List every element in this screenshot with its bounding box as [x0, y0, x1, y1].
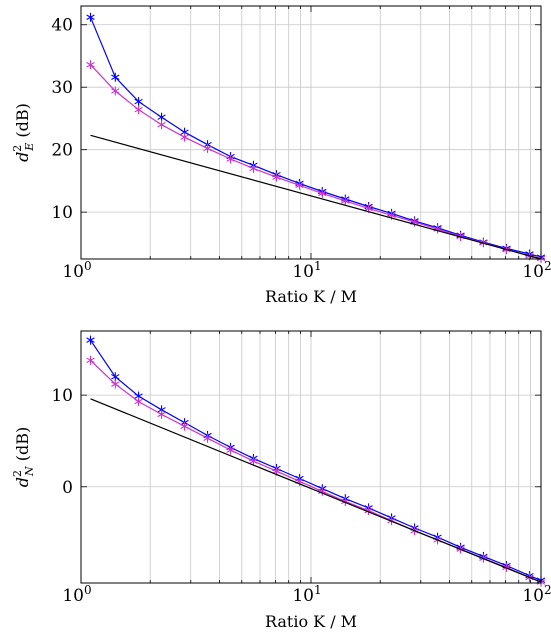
x-tick-label: 101	[292, 583, 321, 606]
series-line-2	[90, 359, 542, 583]
series-2-point	[318, 188, 327, 198]
x-tick-label: 100	[62, 583, 91, 606]
y-tick-label: 10	[51, 386, 73, 406]
x-tick-label: 100	[62, 259, 91, 282]
series-2-point	[318, 486, 327, 496]
y-tick-label: 20	[51, 141, 73, 161]
y-tick-label: 40	[51, 16, 73, 36]
series-2-point	[364, 506, 373, 516]
chart-panel-2: 100 101 102 0 10 Ratio K / M d2N (dB)	[11, 330, 551, 631]
y-tick-label: 30	[51, 78, 73, 98]
series-2-point	[249, 456, 258, 466]
series-2-point	[134, 397, 143, 407]
series-line-3	[90, 398, 542, 583]
y-tick-label: 0	[62, 478, 73, 498]
x-tick-label: 102	[522, 583, 551, 606]
series-2-point	[86, 355, 95, 365]
series-1-point	[86, 12, 95, 22]
x-axis-label: Ratio K / M	[265, 287, 357, 306]
y-axis-label: d2E (dB)	[11, 103, 36, 162]
series-1-point	[134, 97, 143, 107]
x-tick-label: 101	[292, 259, 321, 282]
plot-frame	[80, 5, 542, 260]
series-2-point	[433, 224, 442, 234]
series-1-point	[86, 335, 95, 345]
series-1-point	[111, 72, 120, 82]
y-tick-label: 10	[51, 203, 73, 223]
x-axis-label: Ratio K / M	[265, 612, 357, 631]
series-line-1	[89, 16, 542, 258]
plot-frame	[80, 330, 542, 584]
series-line-2	[90, 64, 542, 259]
series-2-point	[157, 120, 166, 130]
series-line-3	[90, 134, 542, 260]
series-2-point	[341, 196, 350, 206]
series-2-point	[157, 409, 166, 419]
series-2-point	[111, 379, 120, 389]
series-2-point	[203, 143, 212, 153]
series-2-point	[180, 132, 189, 142]
series-2-point	[111, 86, 120, 96]
series-2-point	[295, 180, 304, 190]
series-2-point	[86, 60, 95, 70]
series-2-point	[203, 433, 212, 443]
chart-panel-1: 100 101 102 10 20 30 40 Ratio K / M d2E (dB)	[11, 5, 551, 306]
series-2-point	[226, 154, 235, 164]
series-2-point	[272, 172, 281, 182]
series-2-point	[180, 421, 189, 431]
series-2-point	[134, 105, 143, 115]
y-axis-label: d2N (dB)	[11, 427, 36, 487]
series-2-point	[226, 445, 235, 455]
series-line-1	[90, 339, 542, 581]
x-tick-label: 102	[522, 259, 551, 282]
series-2-point	[249, 163, 258, 173]
